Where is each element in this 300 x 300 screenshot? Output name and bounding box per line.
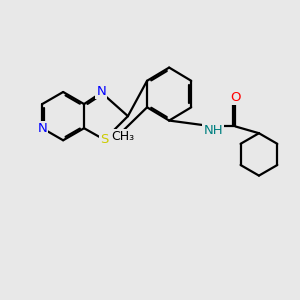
Text: O: O — [230, 91, 241, 104]
Text: N: N — [97, 85, 106, 98]
Text: CH₃: CH₃ — [111, 130, 134, 143]
Text: NH: NH — [203, 124, 223, 137]
Text: S: S — [100, 133, 109, 146]
Text: N: N — [38, 122, 47, 135]
